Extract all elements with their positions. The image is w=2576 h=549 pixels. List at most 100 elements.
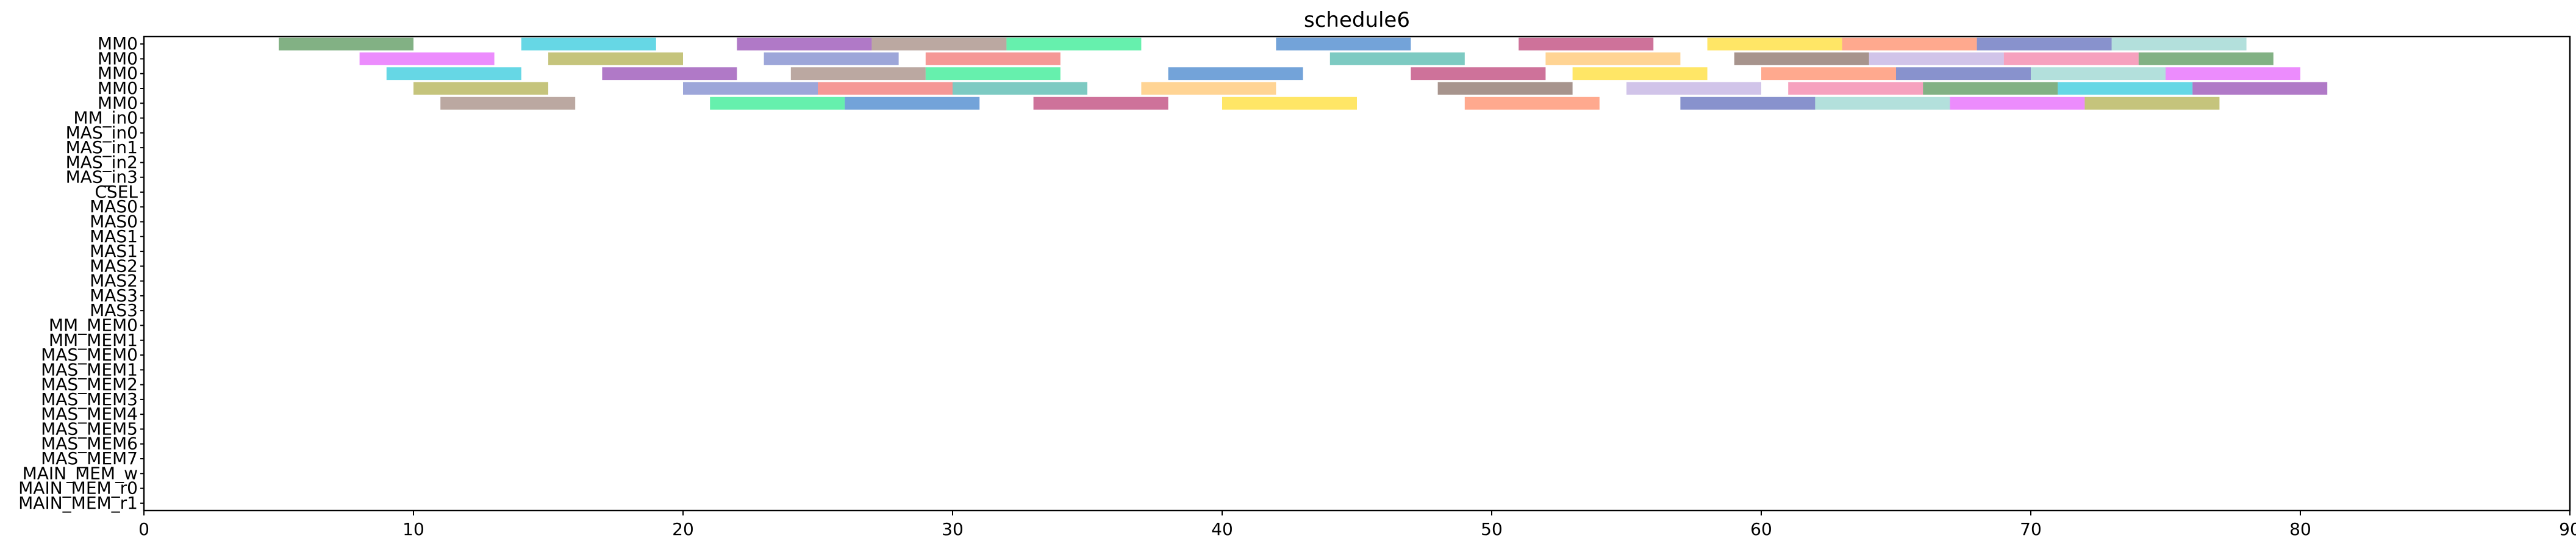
gantt-bar	[2192, 82, 2328, 95]
x-tick-label: 70	[2020, 519, 2042, 539]
gantt-bar	[1788, 82, 1923, 95]
y-tick-label: MAS2	[90, 256, 138, 276]
gantt-bar	[764, 52, 899, 65]
y-tick-label: MAS_in1	[66, 137, 138, 157]
gantt-bar	[925, 67, 1061, 81]
gantt-bar	[1734, 52, 1869, 65]
y-tick-label: MAS_MEM3	[41, 389, 138, 409]
gantt-bar	[1923, 82, 2058, 95]
y-tick-label: MAS_MEM6	[41, 434, 138, 454]
gantt-bar	[359, 52, 495, 65]
gantt-bar	[1033, 96, 1168, 110]
gantt-bar	[602, 67, 737, 81]
gantt-bar	[413, 82, 548, 95]
gantt-bar	[818, 82, 953, 95]
gantt-bar	[925, 52, 1061, 65]
y-tick-label: MAIN_MEM_w	[23, 463, 138, 483]
gantt-bar	[2003, 52, 2139, 65]
gantt-bar	[2084, 96, 2220, 110]
gantt-bar	[1842, 37, 1977, 51]
y-tick-label: MAS1	[90, 241, 138, 261]
gantt-bar	[1761, 67, 1896, 81]
gantt-bar	[1896, 67, 2031, 81]
y-tick-label: MM_in0	[73, 108, 138, 128]
gantt-bar	[953, 82, 1087, 95]
chart-title: schedule6	[1304, 8, 1410, 32]
y-tick-label: MAS2	[90, 271, 138, 291]
gantt-bar	[1222, 96, 1357, 110]
y-tick-label: MM_MEM1	[49, 330, 138, 350]
y-tick-label: MAS_MEM7	[41, 448, 138, 468]
gantt-bar	[548, 52, 683, 65]
gantt-bar	[1411, 67, 1546, 81]
gantt-bar	[2111, 37, 2247, 51]
y-tick-label: MAS0	[90, 196, 138, 217]
gantt-bar	[871, 37, 1007, 51]
y-tick-label: MM0	[98, 63, 138, 84]
y-tick-label: CSEL	[95, 182, 138, 202]
gantt-bar	[1626, 82, 1761, 95]
gantt-bar	[1545, 52, 1681, 65]
y-axis-labels: MM0MM0MM0MM0MM0MM_in0MAS_in0MAS_in1MAS_i…	[18, 34, 144, 513]
y-tick-label: MM0	[98, 78, 138, 98]
x-tick-label: 40	[1211, 519, 1233, 539]
gantt-bar	[2031, 67, 2166, 81]
y-tick-label: MAS_MEM0	[41, 345, 138, 365]
gantt-bar	[1141, 82, 1276, 95]
gantt-bar	[386, 67, 521, 81]
x-tick-label: 60	[1750, 519, 1772, 539]
gantt-bar	[1707, 37, 1842, 51]
y-tick-label: MM_MEM0	[49, 315, 138, 335]
x-tick-label: 20	[672, 519, 694, 539]
y-tick-label: MM0	[98, 48, 138, 68]
gantt-bar	[440, 96, 576, 110]
gantt-bar	[1977, 37, 2112, 51]
y-tick-label: MAIN_MEM_r0	[18, 478, 138, 498]
y-tick-label: MAS3	[90, 300, 138, 320]
gantt-bar	[2166, 67, 2300, 81]
x-tick-label: 30	[942, 519, 964, 539]
y-tick-label: MAS_MEM4	[41, 404, 138, 424]
x-tick-label: 50	[1481, 519, 1503, 539]
gantt-bar	[1950, 96, 2085, 110]
y-tick-label: MAS_MEM5	[41, 418, 138, 439]
y-tick-label: MAS_MEM2	[41, 375, 138, 395]
gantt-bar	[1572, 67, 1708, 81]
y-tick-label: MAS_MEM1	[41, 359, 138, 379]
gantt-bar	[1869, 52, 2004, 65]
gantt-bar	[521, 37, 656, 51]
x-axis-ticks: 0 10 20 30 40 50 60 70 80 90	[138, 511, 2576, 539]
gantt-bar	[683, 82, 818, 95]
gantt-bar	[1464, 96, 1600, 110]
gantt-bar	[279, 37, 413, 51]
y-tick-label: MAS1	[90, 226, 138, 246]
plot-frame	[143, 35, 2571, 512]
gantt-bar	[1006, 37, 1142, 51]
x-tick-label: 0	[138, 519, 149, 539]
gantt-bar	[790, 67, 926, 81]
gantt-bar	[1168, 67, 1303, 81]
gantt-bar	[2138, 52, 2274, 65]
gantt-bar	[710, 96, 845, 110]
x-tick-label: 10	[402, 519, 424, 539]
y-tick-label: MAS0	[90, 212, 138, 232]
gantt-bar	[2058, 82, 2193, 95]
gantt-bar	[1276, 37, 1411, 51]
gantt-bar	[1519, 37, 1654, 51]
y-tick-label: MAIN_MEM_r1	[18, 493, 138, 513]
gantt-bars	[279, 37, 2328, 110]
y-tick-label: MM0	[98, 93, 138, 113]
y-tick-label: MAS_in3	[66, 167, 138, 187]
y-tick-label: MAS_in2	[66, 152, 138, 172]
gantt-bar	[1329, 52, 1465, 65]
gantt-bar	[737, 37, 872, 51]
x-tick-label: 80	[2289, 519, 2311, 539]
y-tick-label: MAS3	[90, 285, 138, 306]
y-tick-label: MM0	[98, 34, 138, 54]
x-tick-label: 90	[2559, 519, 2576, 539]
gantt-bar	[1680, 96, 1816, 110]
gantt-bar	[845, 96, 980, 110]
y-tick-label: MAS_in0	[66, 123, 138, 143]
gantt-bar	[1815, 96, 1950, 110]
